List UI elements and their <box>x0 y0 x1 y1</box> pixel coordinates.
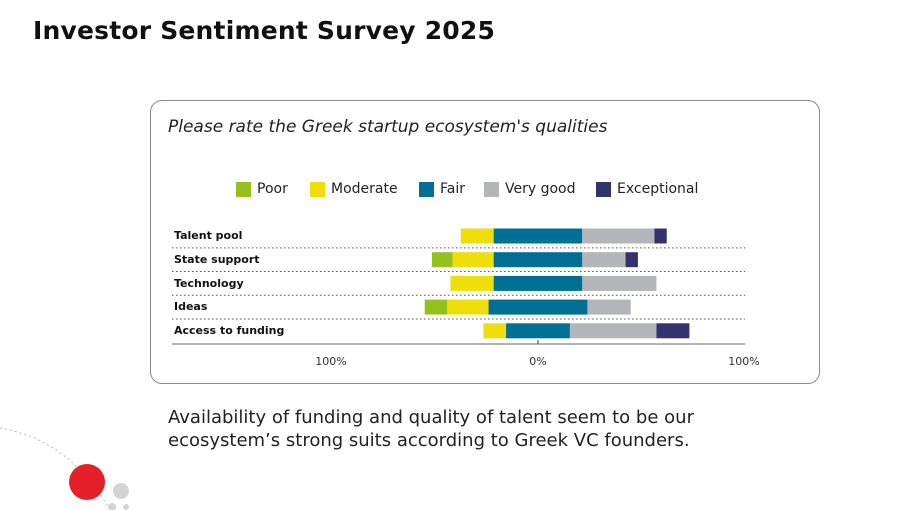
legend-label: Very good <box>505 181 576 197</box>
legend-swatch <box>419 181 434 197</box>
x-tick-label: 100% <box>315 355 347 368</box>
bar-segment-exceptional <box>656 323 690 339</box>
bar-segment-exceptional <box>654 228 667 244</box>
bar-segment-moderate <box>452 252 494 268</box>
legend-item-exceptional: Exceptional <box>596 181 698 197</box>
grey-circle <box>108 503 116 510</box>
page-title: Investor Sentiment Survey 2025 <box>33 16 496 45</box>
chart-card <box>150 100 820 384</box>
legend-label: Poor <box>257 181 288 197</box>
category-label: Access to funding <box>174 324 285 337</box>
bar-segment-moderate <box>447 299 489 315</box>
bar-segment-fair <box>493 275 583 291</box>
bar-segment-very-good <box>569 323 657 339</box>
bar-segment-poor <box>431 252 453 268</box>
caption-line: ecosystem’s strong suits according to Gr… <box>168 430 690 451</box>
bar-segment-very-good <box>587 299 631 315</box>
legend-item-very-good: Very good <box>484 181 576 197</box>
legend-label: Moderate <box>331 181 398 197</box>
decoration <box>0 427 129 510</box>
caption: Availability of funding and quality of t… <box>168 406 694 452</box>
bar-segment-fair <box>506 323 570 339</box>
x-tick-label: 0% <box>529 355 547 368</box>
grey-circle <box>123 504 129 510</box>
legend-swatch <box>236 181 251 197</box>
bar-segment-poor <box>424 299 448 315</box>
bar-segment-very-good <box>582 275 657 291</box>
bar-segment-fair <box>493 228 583 244</box>
category-label: Technology <box>174 277 244 290</box>
bar-segment-moderate <box>460 228 494 244</box>
caption-line: Availability of funding and quality of t… <box>168 407 694 428</box>
legend-swatch <box>310 181 325 197</box>
legend-swatch <box>596 181 611 197</box>
legend-label: Exceptional <box>617 181 699 197</box>
x-tick-label: 100% <box>728 355 760 368</box>
legend-item-moderate: Moderate <box>310 181 398 197</box>
bar-segment-moderate <box>483 323 507 339</box>
category-label: State support <box>174 253 260 266</box>
bar-segment-exceptional <box>625 252 638 268</box>
category-label: Ideas <box>174 300 208 313</box>
red-circle <box>69 464 105 500</box>
bar-segment-very-good <box>582 252 626 268</box>
legend-item-fair: Fair <box>419 181 465 197</box>
bar-segment-very-good <box>582 228 655 244</box>
chart-title: Please rate the Greek startup ecosystem'… <box>168 117 608 137</box>
bar-segment-fair <box>488 299 588 315</box>
bar-segment-moderate <box>450 275 494 291</box>
category-label: Talent pool <box>174 229 243 242</box>
legend-item-poor: Poor <box>236 181 288 197</box>
dotted-arc <box>0 427 111 510</box>
grey-circle <box>113 483 129 499</box>
bar-segment-fair <box>493 252 583 268</box>
legend-label: Fair <box>440 181 465 197</box>
legend-swatch <box>484 181 499 197</box>
